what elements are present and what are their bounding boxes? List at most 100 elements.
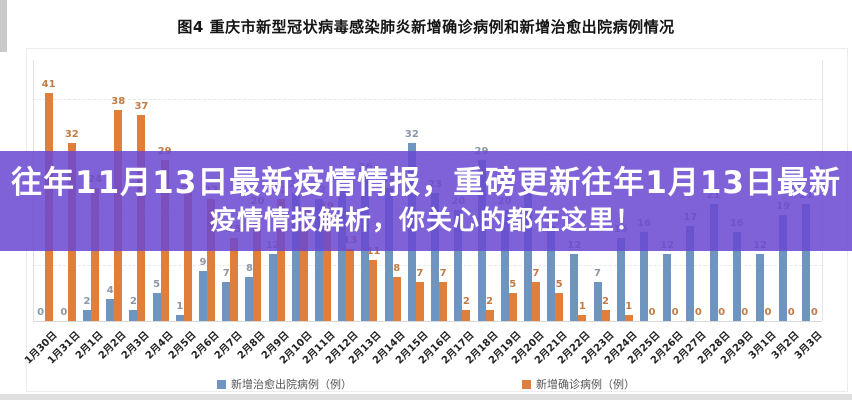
bar-cured-2月7日	[222, 282, 231, 321]
bar-confirmed-2月6日	[207, 199, 216, 321]
bar-cured-2月22日	[570, 254, 579, 321]
value-label-confirmed-1月31日: 32	[64, 129, 79, 140]
bar-cured-2月29日	[732, 232, 741, 321]
value-label-cured-1月31日: 0	[60, 307, 68, 318]
bar-cured-3月1日	[755, 254, 764, 321]
value-label-cured-2月7日: 7	[222, 268, 230, 279]
bar-cured-2月21日	[547, 226, 556, 321]
bar-confirmed-2月21日	[555, 293, 564, 321]
bar-cured-2月26日	[663, 254, 672, 321]
bar-cured-2月19日	[500, 210, 509, 321]
bar-confirmed-2月14日	[392, 277, 401, 321]
screenshot-edge-artifact	[0, 0, 7, 52]
bar-confirmed-2月23日	[601, 310, 610, 321]
value-label-confirmed-2月14日: 8	[393, 263, 401, 274]
cured-legend-swatch	[217, 379, 226, 389]
bar-confirmed-2月9日	[276, 199, 285, 321]
cured-legend-label: 新增治愈出院病例（例）	[231, 378, 352, 391]
bar-cured-2月10日	[291, 193, 300, 321]
x-axis-line	[33, 321, 822, 322]
bar-cured-2月4日	[152, 293, 161, 321]
promo-overlay-banner: 往年11月13日最新疫情情报，重磅更新往年1月13日最新 疫情情报解析，你关心的…	[0, 151, 852, 251]
value-label-confirmed-2月16日: 7	[439, 268, 447, 279]
value-label-cured-2月2日: 4	[106, 285, 114, 296]
bar-cured-2月14日	[384, 188, 393, 321]
bar-confirmed-2月17日	[462, 310, 471, 321]
value-label-cured-2月4日: 5	[153, 279, 161, 290]
value-label-cured-2月5日: 1	[176, 301, 184, 312]
bar-cured-2月5日	[175, 315, 184, 321]
overlay-text-line1: 往年11月13日最新疫情情报，重磅更新往年1月13日最新	[11, 165, 841, 201]
bar-confirmed-2月13日	[369, 260, 378, 321]
bar-cured-2月24日	[616, 238, 625, 321]
bar-confirmed-2月7日	[230, 238, 239, 321]
value-label-cured-2月15日: 32	[404, 129, 419, 140]
value-label-confirmed-2月29日: 0	[741, 307, 749, 318]
overlay-text-line2: 疫情情报解析，你关心的都在这里！	[209, 206, 642, 236]
bar-confirmed-2月15日	[415, 282, 424, 321]
bar-cured-2月9日	[268, 254, 277, 321]
value-label-confirmed-2月26日: 0	[671, 307, 679, 318]
bar-confirmed-2月24日	[624, 315, 633, 321]
value-label-confirmed-2月21日: 5	[555, 279, 563, 290]
bar-cured-3月2日	[779, 215, 788, 321]
legend-item-cured: 新增治愈出院病例（例）	[217, 376, 352, 392]
value-label-cured-2月8日: 8	[245, 263, 253, 274]
value-label-confirmed-2月13日: 11	[366, 246, 381, 257]
gridline-y-10	[33, 265, 822, 267]
legend-item-confirmed: 新增确诊病例（例）	[522, 376, 635, 392]
bar-cured-3月3日	[802, 204, 811, 321]
bar-cured-2月1日	[83, 310, 91, 321]
bar-confirmed-2月19日	[508, 293, 517, 321]
figure-title: 图4 重庆市新型冠状病毒感染肺炎新增确诊病例和新增治愈出院病例情况	[177, 18, 675, 36]
bar-cured-2月11日	[315, 199, 324, 321]
bar-confirmed-2月8日	[253, 210, 262, 321]
value-label-confirmed-3月3日: 0	[810, 307, 818, 318]
bar-confirmed-2月10日	[299, 221, 308, 321]
chart-legend: 新增治愈出院病例（例） 新增确诊病例（例）	[0, 376, 852, 392]
value-label-confirmed-2月20日: 7	[532, 268, 540, 279]
confirmed-legend-swatch	[522, 379, 531, 389]
value-label-cured-1月30日: 0	[37, 307, 45, 318]
value-label-cured-2月1日: 2	[83, 296, 91, 307]
bar-cured-2月20日	[523, 182, 532, 321]
bar-cured-2月6日	[199, 271, 208, 321]
bar-cured-2月16日	[431, 193, 440, 321]
value-label-confirmed-2月17日: 2	[462, 296, 470, 307]
value-label-confirmed-3月2日: 0	[787, 307, 795, 318]
bar-cured-2月27日	[686, 226, 695, 321]
value-label-cured-2月3日: 2	[129, 296, 137, 307]
bar-cured-2月25日	[639, 232, 648, 321]
value-label-cured-2月6日: 9	[199, 257, 207, 268]
bar-cured-2月8日	[245, 277, 254, 321]
value-label-confirmed-2月15日: 7	[416, 268, 424, 279]
bar-cured-2月3日	[129, 310, 138, 321]
gridline-y-40	[33, 98, 822, 100]
bar-cured-2月2日	[106, 299, 115, 321]
bar-confirmed-2月20日	[531, 282, 540, 321]
value-label-confirmed-2月22日: 1	[578, 301, 586, 312]
value-label-confirmed-2月24日: 1	[625, 301, 633, 312]
bar-confirmed-2月12日	[346, 249, 355, 321]
bar-confirmed-2月18日	[485, 310, 494, 321]
bar-cured-2月28日	[709, 204, 718, 321]
confirmed-legend-label: 新增确诊病例（例）	[536, 378, 635, 391]
value-label-confirmed-2月18日: 2	[486, 296, 493, 307]
value-label-confirmed-1月30日: 41	[41, 79, 56, 90]
bar-confirmed-2月16日	[439, 282, 448, 321]
value-label-confirmed-2月3日: 37	[134, 101, 149, 112]
screenshot-bottom-strip	[0, 394, 852, 400]
bar-cured-2月23日	[593, 282, 602, 321]
bar-confirmed-2月1日	[91, 188, 99, 321]
bar-cured-2月12日	[338, 188, 347, 321]
value-label-confirmed-2月23日: 2	[602, 296, 610, 307]
value-label-confirmed-2月19日: 5	[509, 279, 517, 290]
bar-cured-2月17日	[454, 210, 463, 321]
value-label-confirmed-2月28日: 0	[718, 307, 726, 318]
value-label-confirmed-2月27日: 0	[694, 307, 702, 318]
value-label-confirmed-3月1日: 0	[764, 307, 772, 318]
bar-confirmed-2月11日	[323, 215, 332, 321]
bar-confirmed-2月22日	[578, 315, 587, 321]
value-label-confirmed-2月2日: 38	[111, 96, 126, 107]
